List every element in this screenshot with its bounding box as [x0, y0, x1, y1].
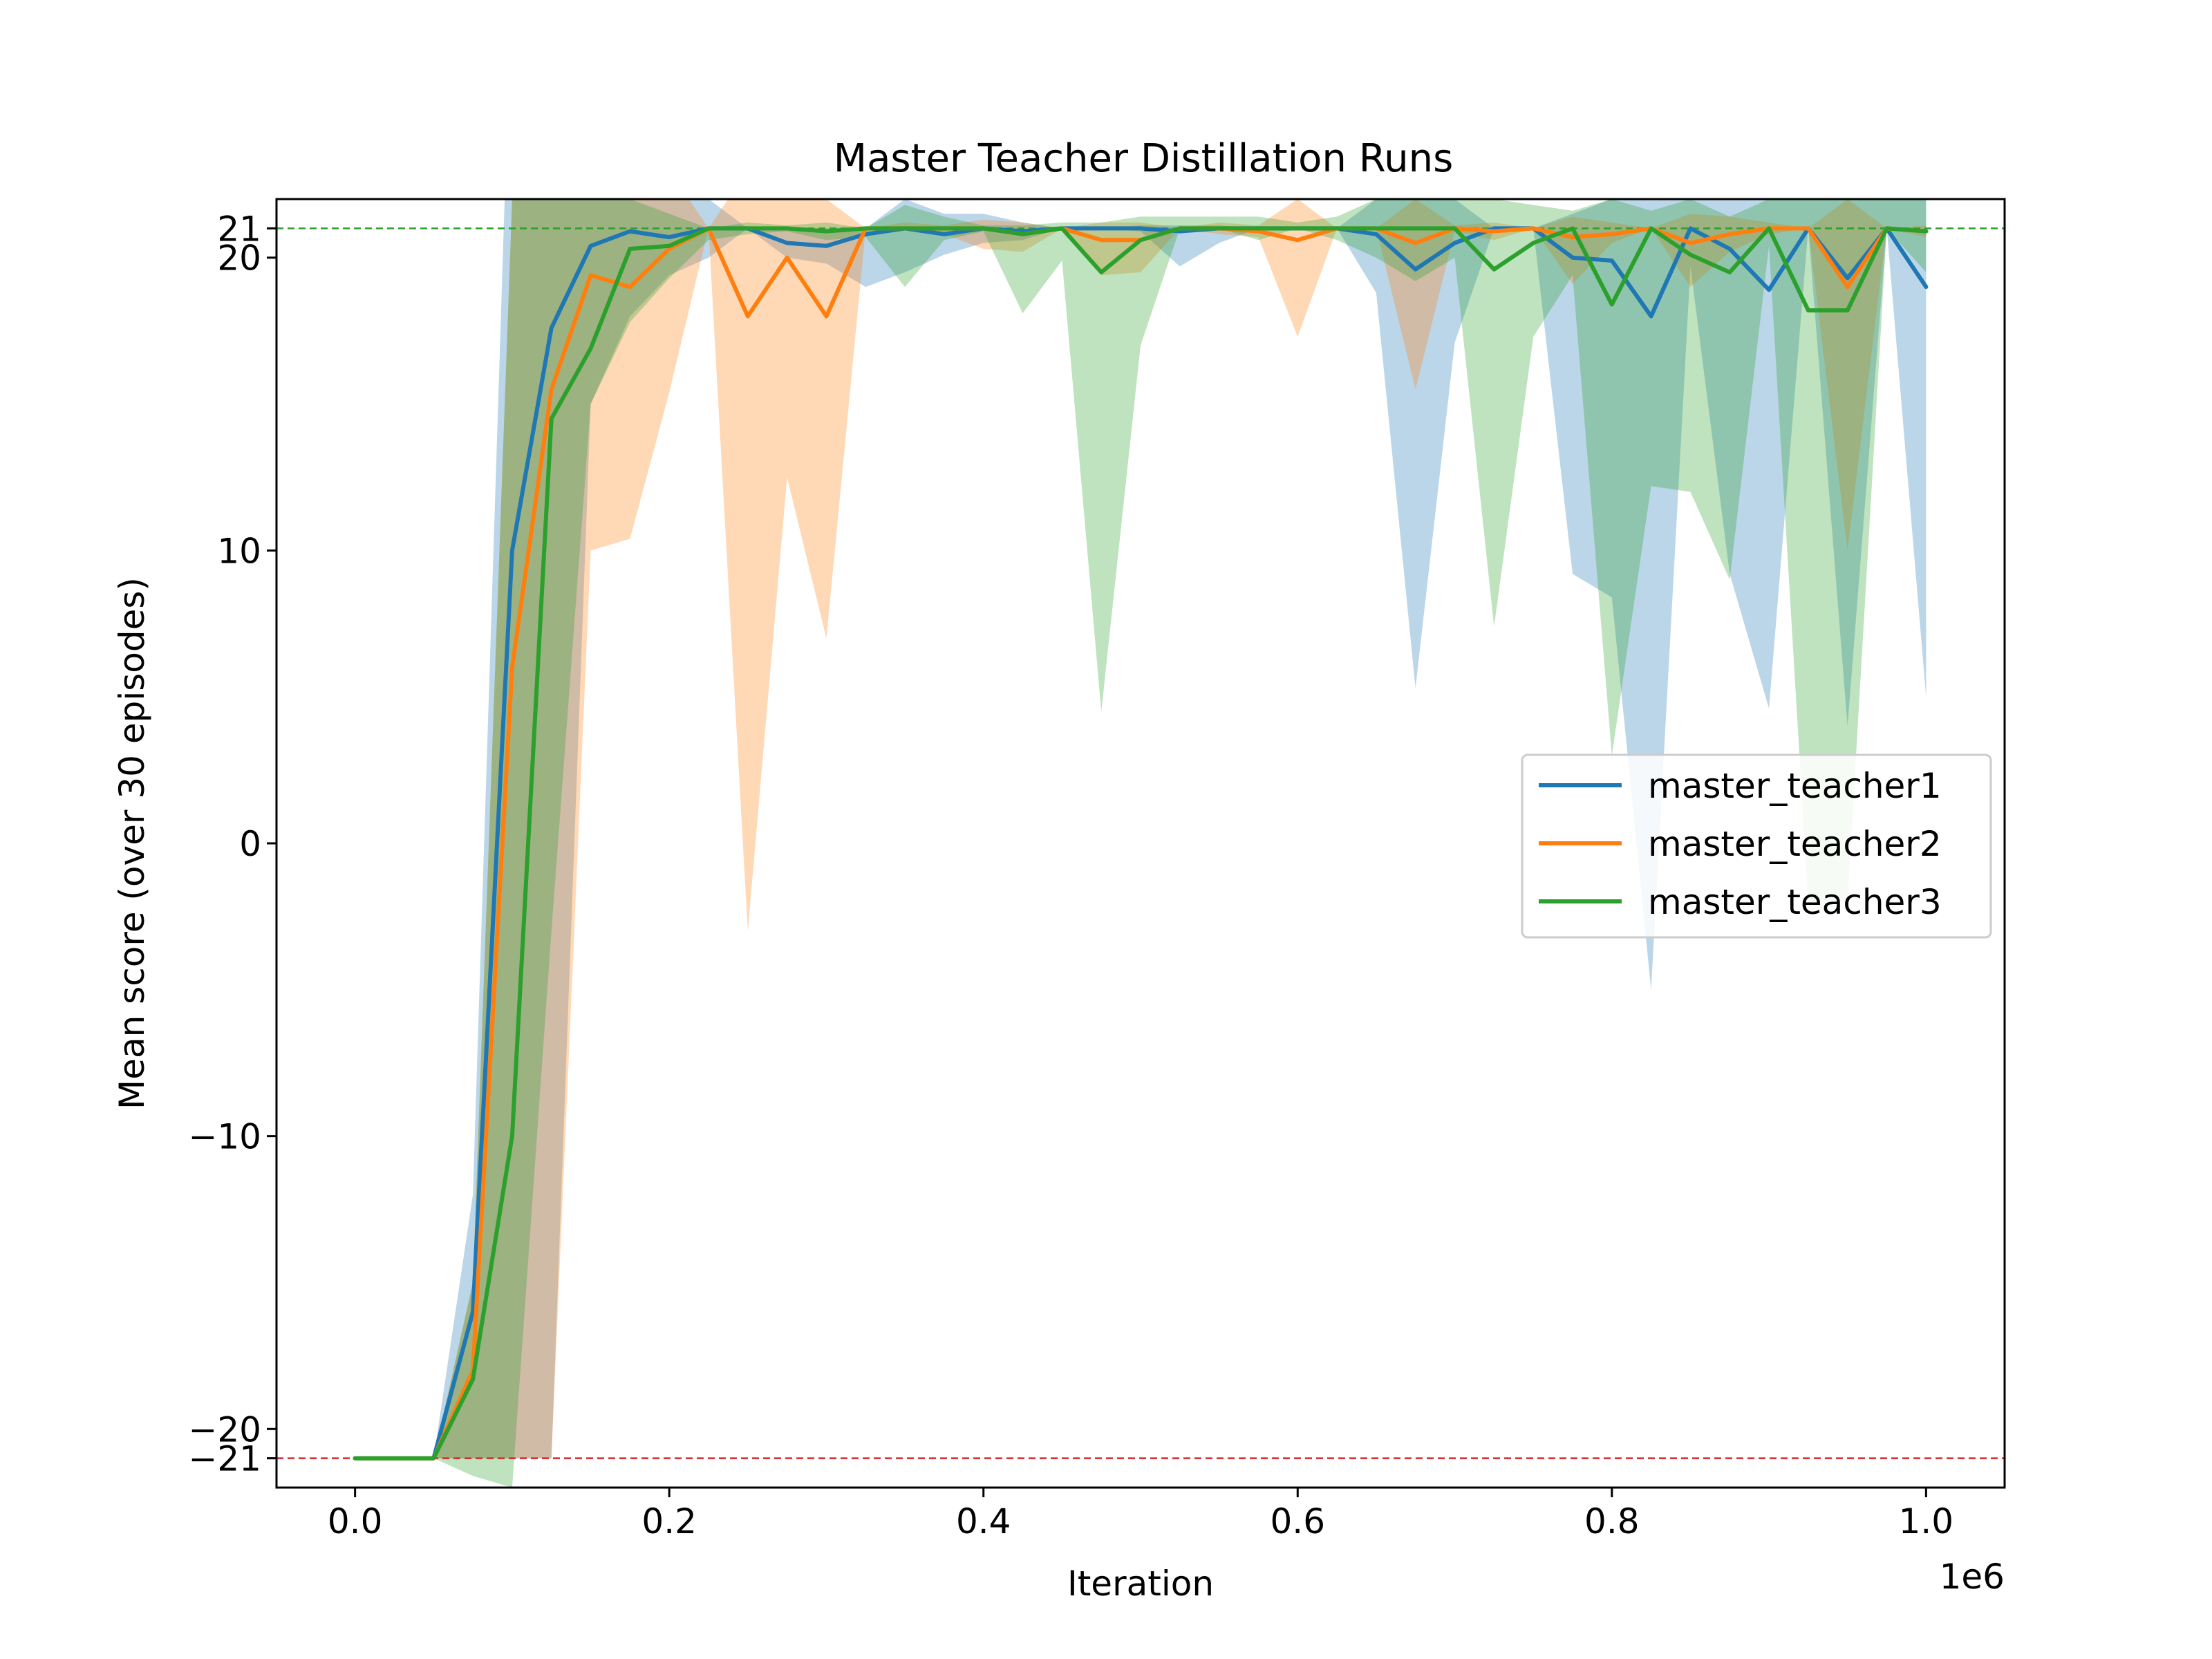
band-series-3 [355, 199, 1927, 1488]
y-tick-label: −10 [188, 1117, 261, 1157]
x-axis-offset-label: 1e6 [1940, 1557, 2005, 1597]
x-axis-ticks: 0.0 0.2 0.4 0.6 0.8 1.0 [328, 1488, 1953, 1541]
y-tick-label: −20 [188, 1409, 261, 1450]
x-tick-label: 0.0 [328, 1501, 383, 1541]
series-lines [353, 226, 1929, 1461]
confidence-bands [355, 199, 1927, 1488]
legend: master_teacher1 master_teacher2 master_tea… [1521, 753, 1992, 939]
y-tick-label: 20 [217, 238, 261, 279]
x-tick-label: 0.8 [1584, 1501, 1640, 1541]
x-tick-label: 0.6 [1271, 1501, 1326, 1541]
legend-label-3: master_teacher3 [1648, 882, 1942, 922]
legend-label-1: master_teacher1 [1648, 766, 1942, 806]
series-line-1 [353, 226, 1929, 1461]
x-tick-label: 1.0 [1899, 1501, 1954, 1541]
x-axis-label: Iteration [1067, 1564, 1214, 1604]
band-series-2 [355, 199, 1927, 1459]
legend-label-2: master_teacher2 [1648, 824, 1942, 864]
x-tick-label: 0.4 [956, 1501, 1011, 1541]
x-tick-label: 0.2 [641, 1501, 697, 1541]
chart-title: Master Teacher Distillation Runs [834, 136, 1454, 181]
y-tick-label: 21 [217, 209, 261, 249]
y-axis-label: Mean score (over 30 episodes) [112, 577, 152, 1109]
legend-frame [1521, 753, 1992, 939]
y-tick-label: 0 [239, 824, 261, 864]
band-series-1 [355, 199, 1927, 1459]
y-tick-label: −21 [188, 1439, 261, 1479]
y-tick-label: 10 [217, 531, 261, 571]
